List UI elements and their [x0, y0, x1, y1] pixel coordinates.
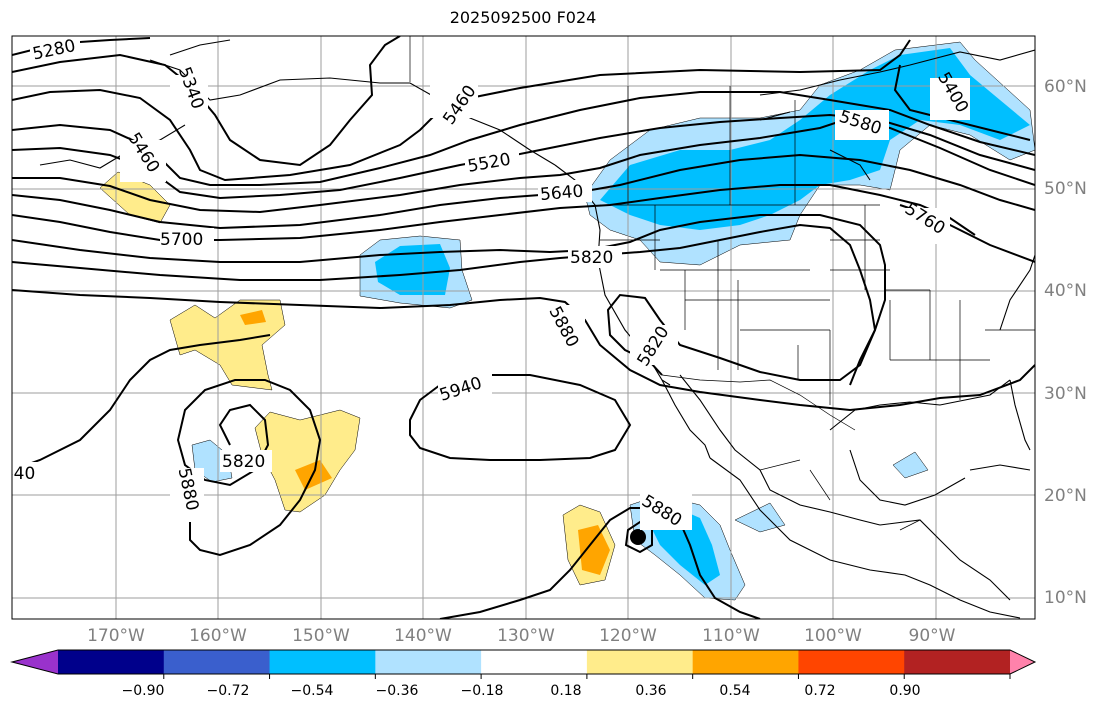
contour-label: 5640	[0, 464, 35, 484]
contour-label: 5640	[539, 181, 584, 205]
colorbar-tick-label: −0.36	[375, 683, 419, 699]
coast-aleutians	[39, 124, 186, 169]
colorbar-tick-label: −0.54	[290, 683, 334, 699]
lon-label-120w: 120°W	[599, 626, 657, 646]
contour-label: 5820	[222, 452, 265, 472]
border-us-mexico	[661, 374, 856, 431]
contour-line-5340	[12, 36, 401, 167]
coast-baja	[661, 374, 881, 526]
lat-label-50: 50°N	[1044, 179, 1087, 199]
coast-yucatan	[849, 449, 966, 506]
lat-label-60: 60°N	[1044, 77, 1087, 97]
colorbar-tick-label: 0.90	[889, 683, 921, 699]
lon-label-110w: 110°W	[702, 626, 760, 646]
low-pressure-center	[630, 529, 646, 545]
shade-light-blue-small	[734, 502, 786, 533]
contour-line-5820-top	[12, 223, 877, 381]
lon-label-160w: 160°W	[189, 626, 247, 646]
lon-label-100w: 100°W	[804, 626, 862, 646]
lon-label-150w: 150°W	[292, 626, 350, 646]
contour-line-5880-big	[12, 289, 1035, 412]
colorbar-tick-label: 0.54	[719, 683, 751, 699]
contour-line-5400	[12, 39, 911, 182]
lon-label-90w: 90°W	[908, 626, 956, 646]
lon-label-130w: 130°W	[497, 626, 555, 646]
border-mexico-states	[759, 459, 921, 531]
coast-canada-north	[759, 49, 1035, 96]
map-frame	[11, 35, 1036, 620]
map-title: 2025092500 F024	[449, 8, 597, 27]
contour-label-layer: 5280 5340 5460 5400 5520 5580 5640 5460 …	[0, 36, 972, 531]
coast-cuba	[969, 464, 1031, 471]
colorbar-tick-label: 0.36	[635, 683, 667, 699]
shade-blue-pnw	[600, 48, 1030, 230]
lat-label-30: 30°N	[1044, 384, 1087, 404]
shade-orange-center	[240, 310, 266, 325]
contour-label: 5700	[160, 230, 203, 250]
lon-label-170w: 170°W	[87, 626, 145, 646]
lon-label-140w: 140°W	[394, 626, 452, 646]
lat-label-40: 40°N	[1044, 281, 1087, 301]
lat-label-10: 10°N	[1044, 588, 1087, 608]
colorbar-tick-label: 0.18	[550, 683, 582, 699]
shade-blue-central	[375, 244, 450, 295]
contour-line-5880-south	[439, 507, 761, 619]
coast-central-am	[879, 519, 1011, 601]
coast-mexico-south	[709, 457, 1021, 619]
contour-label: 5820	[570, 248, 613, 268]
contour-line-5760	[12, 214, 886, 386]
contour-line-5820-pacific	[12, 334, 271, 471]
shade-yellow-south	[254, 409, 361, 513]
lat-label-20: 20°N	[1044, 486, 1087, 506]
shade-light-blue-gulf	[892, 451, 929, 479]
border-states-west	[600, 205, 831, 405]
coast-alaska-north	[169, 39, 231, 56]
coast-east	[999, 254, 1035, 451]
colorbar-tick-label: −0.72	[206, 683, 250, 699]
contour-line-5880-spiral	[176, 379, 322, 557]
colorbar-tick-label: −0.18	[460, 683, 504, 699]
colorbar-tick-label: 0.72	[804, 683, 836, 699]
shade-orange-mexico	[578, 525, 610, 575]
colorbar-tick-label: −0.90	[121, 683, 165, 699]
